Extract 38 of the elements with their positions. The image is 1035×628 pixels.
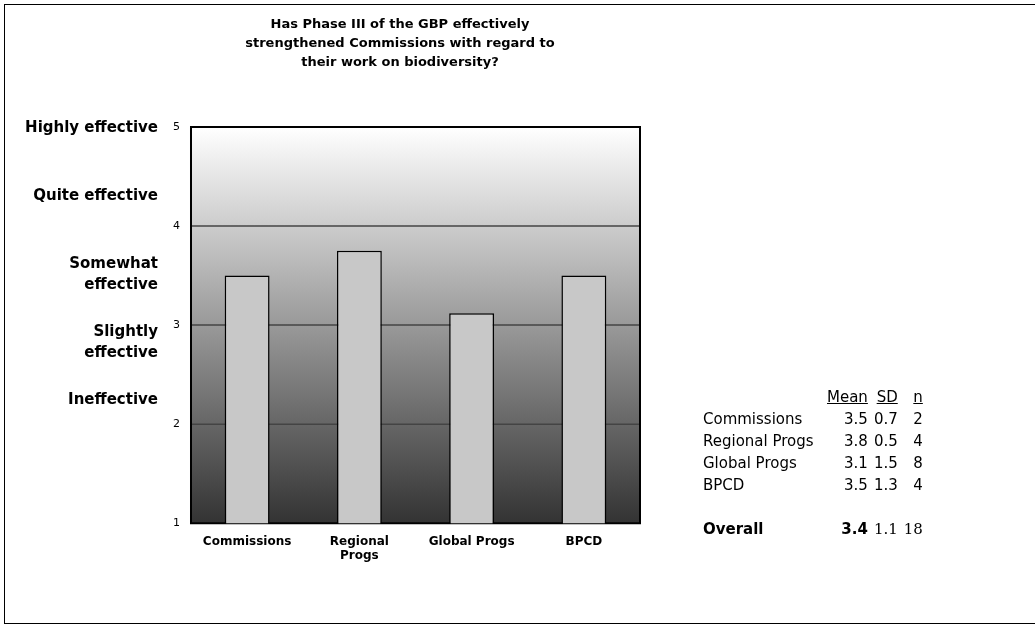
x-tick-label: Global Progs [428,533,515,548]
text: Commissions [703,409,804,430]
text: Regional Progs [703,431,815,452]
text: Global Progs [703,453,798,474]
y-tick-label: 2 [173,417,180,431]
y-tick-label: 5 [173,119,180,133]
text: 3.4 [840,519,869,540]
text: 1.5 [873,453,899,474]
text: 3.8 [843,431,869,452]
text: 1.3 [873,475,899,496]
text: Ineffective [67,389,158,411]
text: 8 [912,453,924,474]
y-tick-label: 3 [173,317,180,331]
text: 1.1 [873,519,899,540]
text: 18 [903,519,924,540]
chart-title: Has Phase III of the GBP effectively strengthened Commissions with regard to their work on biodiversity? [244,15,556,71]
y-tick-label: 4 [173,218,180,232]
text: Somewhat effective [68,253,158,296]
text: 4 [912,475,924,496]
text: Slightly effective [83,321,158,364]
text: Overall [703,519,765,540]
x-tick-label: BPCD [565,533,603,548]
text: 3.5 [843,409,869,430]
text: Highly effective [24,117,158,138]
y-tick-label: 1 [173,516,180,530]
text: 3.1 [843,453,869,474]
text: 0.7 [873,409,899,430]
text: 4 [912,431,924,452]
text: BPCD [703,475,746,496]
text: 0.5 [873,431,899,452]
text: 3.5 [843,475,869,496]
x-tick-label: Regional Progs [329,533,389,562]
text: SD [876,388,898,406]
text: Quite effective [32,185,158,207]
x-tick-label: Commissions [202,533,292,548]
text: Mean [827,388,868,406]
text: 2 [912,409,924,430]
text: n [913,388,923,406]
